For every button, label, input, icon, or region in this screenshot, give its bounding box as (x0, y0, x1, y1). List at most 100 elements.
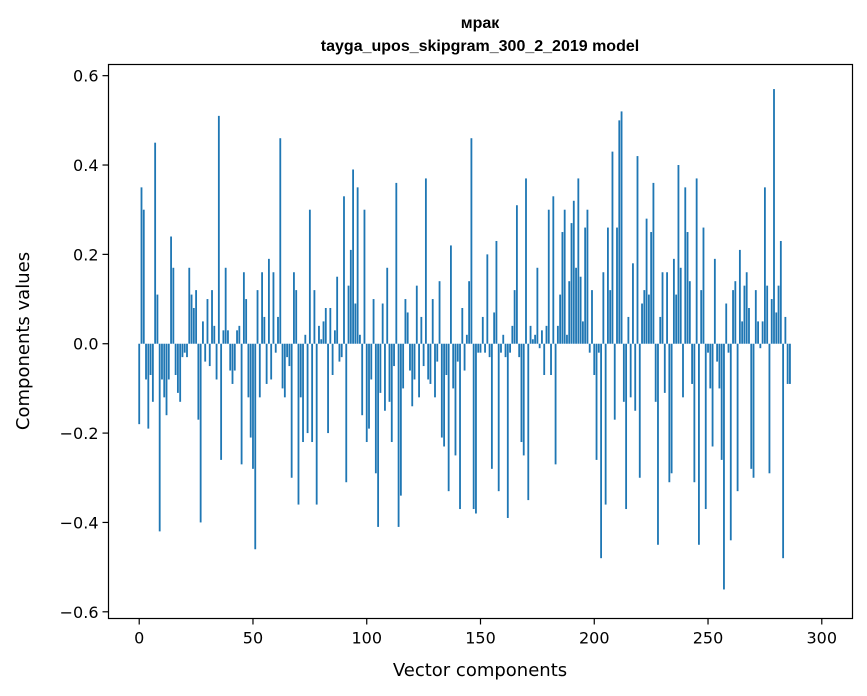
bar-158 (497, 343, 500, 492)
bar-140 (456, 343, 459, 362)
bar-149 (477, 343, 480, 353)
bar-210 (616, 227, 618, 344)
bar-46 (242, 272, 245, 344)
bar-273 (759, 343, 762, 349)
bar-109 (386, 267, 389, 344)
bar-136 (447, 343, 450, 492)
bar-184 (556, 325, 559, 344)
bar-66 (288, 343, 291, 367)
bar-115 (399, 343, 402, 496)
bar-238 (679, 267, 682, 344)
bar-47 (245, 299, 248, 344)
bar-65 (286, 343, 289, 358)
bar-203 (600, 343, 602, 559)
bar-144 (465, 334, 468, 344)
bar-283 (782, 343, 785, 559)
bar-234 (670, 343, 673, 474)
bar-126 (424, 178, 427, 344)
bar-171 (527, 343, 530, 501)
bar-242 (688, 281, 691, 344)
bar-243 (691, 343, 694, 384)
bar-125 (422, 343, 425, 367)
bar-179 (545, 325, 548, 344)
bar-120 (411, 343, 414, 407)
bar-263 (736, 343, 739, 492)
bar-108 (384, 343, 386, 411)
bar-250 (707, 343, 709, 353)
y-tick-label: −0.6 (60, 603, 99, 622)
bar-284 (784, 316, 787, 344)
bar-180 (547, 209, 550, 344)
bar-55 (263, 316, 266, 344)
bar-25 (195, 290, 198, 344)
bar-74 (306, 343, 309, 434)
bar-41 (231, 343, 234, 384)
bar-237 (677, 165, 680, 344)
bar-183 (554, 343, 557, 465)
bar-181 (550, 343, 552, 375)
bar-19 (181, 343, 184, 358)
bar-194 (579, 276, 582, 344)
bar-169 (522, 343, 525, 456)
y-axis-ticks: −0.6 −0.4 −0.2 0.0 0.2 0.4 0.6 (60, 67, 109, 622)
bar-197 (586, 209, 589, 344)
bar-110 (388, 343, 391, 402)
bar-103 (372, 299, 375, 344)
x-axis-ticks: 0 50 100 150 200 250 300 (134, 618, 837, 648)
bar-279 (773, 89, 775, 344)
bar-10 (161, 343, 163, 380)
bar-257 (723, 343, 725, 590)
bar-260 (729, 343, 732, 541)
bar-132 (438, 281, 441, 344)
bar-79 (318, 325, 320, 344)
bar-28 (202, 321, 204, 344)
bar-26 (197, 343, 200, 420)
bar-63 (281, 343, 284, 389)
bar-24 (192, 307, 195, 344)
bar-59 (272, 272, 275, 344)
bar-21 (186, 343, 188, 358)
bar-81 (322, 321, 325, 344)
bar-252 (711, 343, 714, 447)
bar-105 (377, 343, 380, 527)
bar-98 (361, 343, 364, 416)
y-tick-label: 0.6 (73, 67, 98, 86)
bar-40 (229, 343, 232, 371)
bar-274 (761, 321, 764, 344)
bar-14 (170, 236, 172, 344)
bar-30 (206, 299, 209, 344)
bar-67 (290, 343, 293, 478)
bar-18 (179, 343, 182, 402)
bar-13 (167, 343, 170, 380)
bar-102 (370, 343, 373, 380)
bar-114 (397, 343, 400, 527)
bar-69 (295, 290, 298, 344)
bar-227 (654, 343, 657, 402)
bar-226 (652, 182, 655, 344)
bar-32 (211, 290, 213, 344)
bar-244 (693, 343, 696, 483)
bar-135 (445, 343, 448, 375)
bar-214 (625, 343, 628, 510)
bar-245 (695, 178, 698, 344)
bar-121 (413, 343, 416, 380)
bar-148 (475, 343, 477, 514)
bar-84 (329, 307, 332, 344)
bar-281 (777, 285, 780, 344)
bar-218 (634, 343, 637, 411)
bar-52 (256, 290, 259, 344)
bar-159 (500, 343, 502, 353)
bar-124 (420, 316, 423, 344)
bar-248 (702, 227, 705, 344)
bar-207 (609, 290, 612, 344)
bar-246 (698, 343, 700, 545)
bar-160 (502, 334, 505, 344)
bar-15 (172, 267, 175, 344)
bar-2 (142, 209, 145, 344)
bar-87 (336, 276, 339, 344)
bar-143 (463, 343, 466, 371)
bar-251 (709, 343, 712, 389)
bar-201 (595, 343, 598, 460)
bar-106 (379, 343, 382, 393)
bar-86 (333, 330, 336, 344)
